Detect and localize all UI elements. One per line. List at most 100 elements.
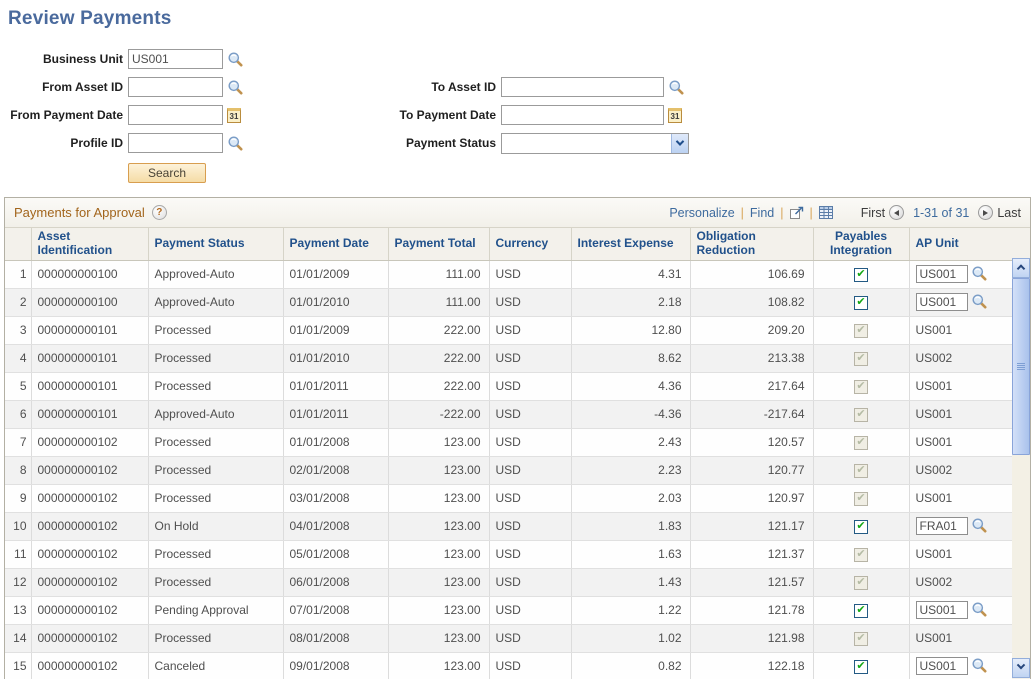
cell-payment-total: 222.00 [388,372,490,401]
cell-asset-id: 000000000102 [31,624,149,653]
cell-payment-status: Approved-Auto [148,400,284,429]
cell-asset-id: 000000000101 [31,400,149,429]
ap-unit-input[interactable] [915,293,968,312]
cell-currency: USD [489,652,572,679]
cell-interest-expense: 2.43 [571,428,691,457]
to-payment-date-calendar-icon[interactable]: 31 [668,107,682,123]
payment-status-dropdown-button[interactable] [671,133,688,153]
ap-unit-lookup-icon[interactable] [968,601,987,620]
profile-id-lookup-icon[interactable] [227,135,243,151]
cell-currency: USD [489,400,572,429]
col-interest-expense: Interest Expense [571,228,691,261]
cell-ap-unit [909,652,1012,679]
cell-asset-id: 000000000101 [31,316,149,345]
cell-interest-expense: 1.63 [571,540,691,569]
to-asset-id-input[interactable] [501,77,664,97]
cell-payables-integration: ✔ [813,512,910,541]
payables-integration-checkbox: ✔ [854,379,868,394]
next-rows-button[interactable] [978,205,994,220]
ap-unit-input[interactable] [915,601,968,620]
payments-for-approval-grid: Payments for Approval ? Personalize | Fi… [4,197,1031,679]
ap-unit-lookup-icon[interactable] [968,657,987,676]
profile-id-input[interactable] [128,133,223,153]
table-row: 11 000000000102 Processed 05/01/2008 123… [5,540,1012,569]
cell-interest-expense: 4.36 [571,372,691,401]
cell-payment-date: 01/01/2009 [283,316,389,345]
payables-integration-checkbox[interactable]: ✔ [854,519,868,534]
ap-unit-field [915,265,987,284]
cell-currency: USD [489,596,572,625]
checkmark-icon: ✔ [856,632,866,644]
find-link[interactable]: Find [749,205,775,220]
last-link[interactable]: Last [997,205,1021,220]
business-unit-input[interactable] [128,49,223,69]
to-asset-id-lookup-icon[interactable] [668,79,684,95]
grid-pagination: First 1-31 of 31 Last [861,205,1021,220]
ap-unit-input[interactable] [915,657,968,676]
cell-payment-status: Processed [148,372,284,401]
from-payment-date-calendar-icon[interactable]: 31 [227,107,241,123]
ap-unit-value: US001 [915,435,953,450]
cell-obligation-reduction: 121.37 [690,540,814,569]
payables-integration-checkbox[interactable]: ✔ [854,659,868,674]
cell-payment-status: Processed [148,456,284,485]
previous-rows-button[interactable] [889,205,905,220]
to-payment-date-input[interactable] [501,105,664,125]
grid-body-wrap: Asset Identification Payment Status Paym… [5,228,1030,679]
arrow-right-icon [983,209,989,216]
cell-asset-id: 000000000102 [31,484,149,513]
from-payment-date-input[interactable] [128,105,223,125]
scrollbar-thumb[interactable] [1012,278,1030,455]
cell-payment-status: Processed [148,428,284,457]
cell-interest-expense: 2.23 [571,456,691,485]
cell-obligation-reduction: 121.98 [690,624,814,653]
payables-integration-checkbox: ✔ [854,407,868,422]
payment-status-select[interactable] [501,132,689,154]
row-number: 11 [5,540,32,569]
checkmark-icon: ✔ [856,408,866,420]
ap-unit-input[interactable] [915,265,968,284]
table-row: 7 000000000102 Processed 01/01/2008 123.… [5,428,1012,457]
ap-unit-value: US001 [915,631,953,646]
ap-unit-input[interactable] [915,517,968,536]
header-row: Asset Identification Payment Status Paym… [5,228,1012,261]
view-all-icon[interactable] [789,206,804,219]
from-asset-id-lookup-icon[interactable] [227,79,243,95]
business-unit-lookup-icon[interactable] [227,51,243,67]
payables-integration-checkbox[interactable]: ✔ [854,603,868,618]
cell-ap-unit: US001 [909,372,1012,401]
checkmark-icon: ✔ [856,436,866,448]
chevron-up-icon [1016,263,1026,273]
download-to-excel-icon[interactable] [818,206,833,219]
payables-integration-checkbox[interactable]: ✔ [854,267,868,282]
help-icon[interactable]: ? [151,205,167,220]
payables-integration-checkbox: ✔ [854,547,868,562]
cell-payables-integration: ✔ [813,456,910,485]
ap-unit-lookup-icon[interactable] [968,517,987,536]
ap-unit-value: US001 [915,379,953,394]
ap-unit-lookup-icon[interactable] [968,293,987,312]
ap-unit-lookup-icon[interactable] [968,265,987,284]
payables-integration-checkbox: ✔ [854,575,868,590]
col-ap-unit: AP Unit [909,228,1012,261]
ap-unit-value: US001 [915,407,953,422]
first-link[interactable]: First [860,205,886,220]
to-payment-date-label: To Payment Date [399,108,496,122]
search-button[interactable]: Search [128,162,206,183]
payments-table: Asset Identification Payment Status Paym… [5,228,1012,679]
table-row: 6 000000000101 Approved-Auto 01/01/2011 … [5,400,1012,429]
table-row: 2 000000000100 Approved-Auto 01/01/2010 … [5,288,1012,317]
payables-integration-checkbox[interactable]: ✔ [854,295,868,310]
table-row: 15 000000000102 Canceled 09/01/2008 123.… [5,652,1012,679]
search-form: Business Unit From Asset ID To Asset ID … [0,45,1031,185]
cell-asset-id: 000000000102 [31,456,149,485]
scroll-up-button[interactable] [1012,258,1030,278]
cell-payables-integration: ✔ [813,540,910,569]
grid-vertical-scrollbar[interactable] [1012,258,1030,678]
personalize-link[interactable]: Personalize [669,205,735,220]
from-asset-id-input[interactable] [128,77,223,97]
scroll-down-button[interactable] [1012,658,1030,678]
row-number: 14 [5,624,32,653]
cell-payment-total: 123.00 [388,456,490,485]
